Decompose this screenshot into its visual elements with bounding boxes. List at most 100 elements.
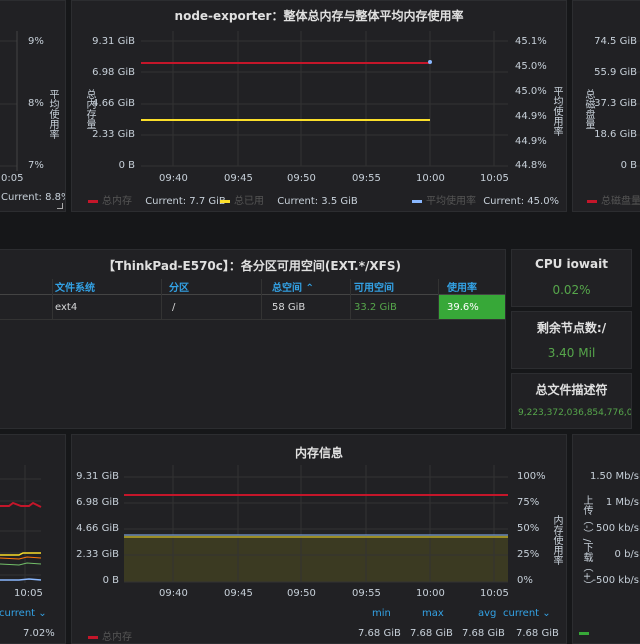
stat-title[interactable]: 剩余节点数:/ — [536, 321, 607, 335]
memory-info-chart — [124, 465, 508, 583]
panel-title[interactable]: node-exporter：整体总内存与整体平均内存使用率 — [174, 9, 464, 23]
x-tick: 09:40 — [159, 173, 188, 184]
y-tick-right: 25% — [517, 549, 540, 560]
y-tick: -500 kb/s — [592, 575, 639, 586]
legend-current: Current: 7.7 GiB — [145, 196, 226, 207]
table-header-row: 文件系统 分区 总空间 ⌃ 可用空间 使用率 — [0, 279, 505, 295]
series-yellow-line — [0, 552, 41, 556]
legend-item-used-memory[interactable]: 总已用 Current: 3.5 GiB — [220, 192, 358, 207]
x-tick: 0:05 — [1, 173, 24, 184]
y-tick: 0 B — [118, 160, 135, 171]
y-axis-label-right: 内存使用率 — [551, 515, 562, 565]
legend-swatch — [579, 631, 589, 635]
cpu-iowait-stat-panel: CPU iowait 0.02% — [511, 249, 632, 307]
x-tick: 09:45 — [224, 588, 253, 599]
y-tick: 500 kb/s — [596, 523, 639, 534]
table-header-empty — [0, 279, 53, 295]
y-tick: 8% — [28, 98, 44, 109]
network-traffic-panel: 1.50 Mb/s 1 Mb/s 500 kb/s 0 b/s -500 kb/… — [572, 434, 640, 644]
avg-usage-grid — [0, 31, 18, 171]
y-tick: 9.31 GiB — [92, 36, 135, 47]
y-tick: 6.98 GiB — [92, 67, 135, 78]
table-header-avail[interactable]: 可用空间 — [350, 279, 439, 295]
table-header-size[interactable]: 总空间 ⌃ — [261, 279, 351, 295]
y-tick: 2.33 GiB — [76, 549, 119, 560]
y-tick-right: 50% — [517, 523, 540, 534]
legend-header-current[interactable]: current ⌄ — [503, 608, 551, 619]
y-axis-label-right: 平均使用率 — [551, 86, 562, 136]
legend-current: Current: 45.0% — [483, 196, 560, 207]
stat-title[interactable]: CPU iowait — [535, 257, 608, 271]
legend-item-avg-usage[interactable]: 平均使用率 Current: 45.0% — [412, 192, 559, 207]
y-tick: 1 Mb/s — [605, 497, 639, 508]
legend-item-swatch[interactable] — [579, 628, 593, 639]
legend-swatch — [587, 199, 597, 203]
series-green-line — [0, 562, 42, 566]
legend-header-min[interactable]: min — [372, 608, 391, 619]
series-avg-usage-point — [428, 60, 432, 64]
y-tick: 2.33 GiB — [92, 129, 135, 140]
legend-series-name: 总已用 — [234, 196, 264, 207]
panel-title[interactable]: 内存信息 — [294, 446, 343, 460]
x-tick: 09:40 — [159, 588, 188, 599]
series-orange-line — [0, 556, 42, 560]
filesystem-table: 文件系统 分区 总空间 ⌃ 可用空间 使用率 ext4 / 58 GiB 33.… — [0, 279, 505, 320]
legend-series-name: 总内存 — [102, 196, 132, 207]
table-cell-empty — [0, 294, 53, 320]
disk-total-grid — [635, 40, 640, 167]
table-cell-mountpoint: / — [161, 294, 262, 320]
x-tick: 10:05 — [480, 588, 509, 599]
legend-value-avg: 7.68 GiB — [462, 628, 505, 639]
y-axis-label: 平均使用率 — [47, 89, 58, 139]
free-inodes-stat-panel: 剩余节点数:/ 3.40 Mil — [511, 311, 632, 369]
series-blue-line — [0, 578, 42, 581]
table-cell-avail: 33.2 GiB — [350, 294, 439, 320]
legend-header-avg[interactable]: avg — [478, 608, 497, 619]
y-tick: 0 B — [102, 575, 119, 586]
legend-series-name: 平均使用率 — [426, 196, 476, 207]
avg-usage-panel: 9% 8% 7% 平均使用率 0:05 Current: 8.8% — [0, 0, 66, 212]
y-tick: 9.31 GiB — [76, 471, 119, 482]
y-tick: 1.50 Mb/s — [590, 471, 639, 482]
table-cell-fstype: ext4 — [52, 294, 162, 320]
memory-overview-chart — [141, 31, 508, 167]
x-tick: 09:50 — [287, 588, 316, 599]
resize-handle-icon[interactable] — [57, 203, 63, 209]
memory-overview-panel: node-exporter：整体总内存与整体平均内存使用率 9.31 GiB 6… — [71, 0, 567, 212]
stat-title[interactable]: 总文件描述符 — [535, 383, 608, 397]
x-tick: 10:00 — [416, 173, 445, 184]
legend-header-current[interactable]: current ⌄ — [0, 608, 47, 619]
cpu-usage-chart — [0, 465, 42, 583]
x-tick: 09:45 — [224, 173, 253, 184]
legend-item-total-memory[interactable]: 总内存 — [88, 628, 132, 643]
x-tick: 09:55 — [352, 173, 381, 184]
cpu-usage-panel: 10:05 current ⌄ 7.02% — [0, 434, 66, 644]
y-tick: 7% — [28, 160, 44, 171]
y-axis-label: 总磁盘量 — [583, 89, 594, 129]
table-header-mountpoint[interactable]: 分区 — [161, 279, 262, 295]
x-tick: 10:05 — [480, 173, 509, 184]
legend-item-total-memory[interactable]: 总内存 Current: 7.7 GiB — [88, 192, 226, 207]
table-row: ext4 / 58 GiB 33.2 GiB 39.6% — [0, 294, 505, 320]
x-tick: 09:55 — [352, 588, 381, 599]
y-tick: 18.6 GiB — [594, 129, 637, 140]
panel-title[interactable]: 【ThinkPad-E570c】：各分区可用空间(EXT.*/XFS) — [103, 259, 401, 273]
y-tick: 4.66 GiB — [92, 98, 135, 109]
legend-value-current: 7.68 GiB — [516, 628, 559, 639]
y-tick: 74.5 GiB — [594, 36, 637, 47]
legend-series-name: 总磁盘量 — [601, 196, 640, 207]
legend-swatch — [220, 199, 230, 203]
table-cell-usage: 39.6% — [438, 294, 505, 320]
legend-header-max[interactable]: max — [422, 608, 444, 619]
table-header-fstype[interactable]: 文件系统 — [52, 279, 162, 295]
table-header-usage[interactable]: 使用率 — [447, 283, 477, 294]
y-tick: 37.3 GiB — [594, 98, 637, 109]
series-red-line — [0, 501, 42, 508]
legend-swatch — [412, 199, 422, 203]
table-cell-size: 58 GiB — [261, 294, 351, 320]
y-tick-right: 44.8% — [515, 160, 547, 171]
current-value: Current: 8.8% — [1, 192, 66, 203]
file-descriptors-stat-panel: 总文件描述符 9,223,372,036,854,776,0 — [511, 373, 632, 429]
x-tick: 10:00 — [416, 588, 445, 599]
legend-item-disk-total[interactable]: 总磁盘量 — [587, 192, 640, 207]
